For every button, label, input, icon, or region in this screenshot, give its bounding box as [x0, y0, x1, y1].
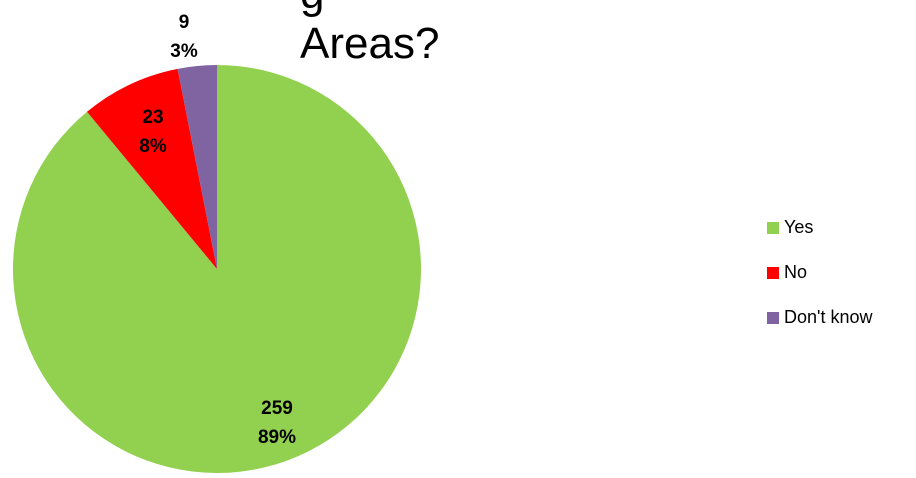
legend-item-yes: Yes	[767, 214, 872, 241]
data-label-value-don-t-know: 9	[179, 12, 190, 33]
legend-swatch-dont-know	[767, 311, 779, 324]
legend-label-yes: Yes	[784, 217, 814, 237]
legend: Yes No Don't know	[767, 214, 872, 349]
chart-title-line-1: g	[300, 0, 800, 18]
legend-label-dont-know: Don't know	[784, 307, 873, 327]
data-label-percent-no: 8%	[139, 136, 167, 157]
data-label-value-yes: 259	[261, 398, 293, 419]
pie-slice-don-t-know	[177, 65, 217, 269]
chart-title-line-2: Areas?	[300, 19, 440, 68]
legend-item-no: No	[767, 259, 872, 286]
pie-slice-yes	[13, 65, 422, 473]
legend-swatch-no	[767, 266, 779, 279]
data-label-value-no: 23	[142, 107, 163, 128]
pie-slice-no	[86, 68, 217, 269]
legend-item-dont-know: Don't know	[767, 304, 872, 331]
data-label-percent-don-t-know: 3%	[170, 41, 198, 62]
legend-label-no: No	[784, 262, 808, 282]
data-label-percent-yes: 89%	[258, 427, 296, 448]
legend-swatch-yes	[767, 221, 779, 234]
